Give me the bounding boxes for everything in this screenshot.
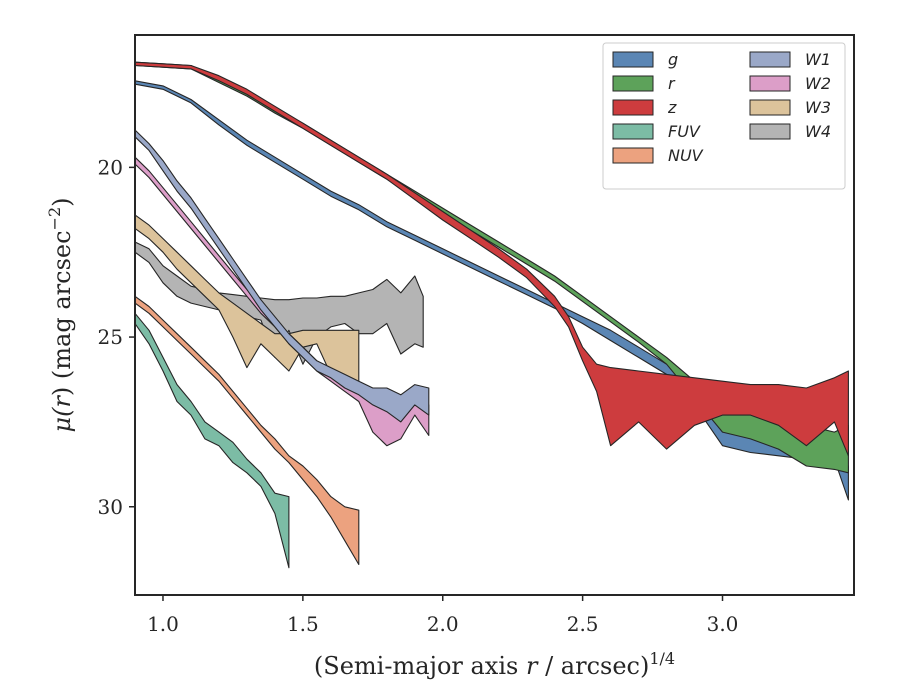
x-tick-label: 2.5 [567, 612, 599, 636]
legend-swatch-fuv [612, 123, 654, 140]
legend-swatch-nuv [612, 147, 654, 164]
profile-bands [135, 61, 849, 569]
legend-swatch-w4 [749, 123, 791, 140]
legend-swatch-w2 [749, 75, 791, 92]
legend-label-z: z [667, 98, 677, 117]
band-fuv [135, 312, 290, 569]
x-axis-label: (Semi-major axis r / arcsec)1/4 [314, 649, 675, 680]
x-tick-label: 1.5 [287, 612, 319, 636]
band-w1 [135, 129, 430, 423]
x-tick-label: 2.0 [427, 612, 459, 636]
legend-label-w4: W4 [805, 122, 831, 141]
y-axis-label: μ(r) (mag arcsec−2) [45, 197, 76, 432]
legend-label-w1: W1 [805, 50, 831, 69]
legend-label-nuv: NUV [668, 146, 704, 165]
legend-label-w3: W3 [805, 98, 831, 117]
legend-label-fuv: FUV [668, 122, 701, 141]
legend-swatch-g [612, 51, 654, 68]
legend: grz FUV NUV W1 W2 W3 W4 [602, 42, 846, 190]
band-nuv [135, 295, 360, 566]
y-tick-label: 20 [98, 155, 123, 179]
legend-label-r: r [668, 74, 676, 93]
band-g [135, 80, 849, 501]
legend-swatch-r [612, 75, 654, 92]
legend-label-w2: W2 [805, 74, 831, 93]
legend-swatch-w1 [749, 51, 791, 68]
legend-swatch-w3 [749, 99, 791, 116]
legend-label-g: g [668, 50, 678, 69]
legend-swatch-z [612, 99, 654, 116]
x-tick-label: 1.0 [147, 612, 179, 636]
plot-frame [134, 34, 855, 596]
y-tick-label: 30 [98, 495, 123, 519]
y-tick-label: 25 [98, 325, 123, 349]
x-tick-label: 3.0 [707, 612, 739, 636]
axis-ticks: 1.0 1.5 2.0 2.5 3.0 20 25 30 [98, 155, 739, 636]
band-z [135, 61, 849, 457]
